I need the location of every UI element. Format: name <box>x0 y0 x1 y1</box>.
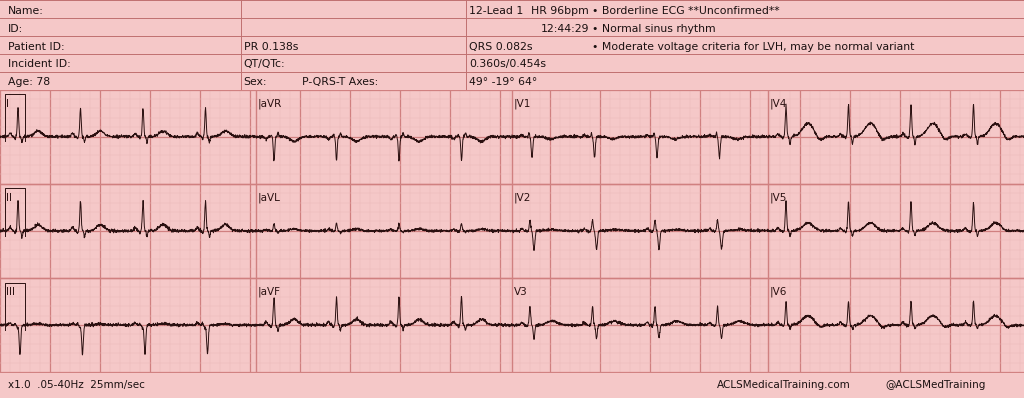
Text: • Borderline ECG **Unconfirmed**: • Borderline ECG **Unconfirmed** <box>592 6 779 16</box>
Text: ID:: ID: <box>8 23 24 34</box>
Text: Name:: Name: <box>8 6 44 16</box>
Text: 12-Lead 1: 12-Lead 1 <box>469 6 523 16</box>
Text: |aVL: |aVL <box>258 193 281 203</box>
Text: |V5: |V5 <box>770 193 787 203</box>
Text: |V6: |V6 <box>770 287 787 297</box>
Text: 12:44:29: 12:44:29 <box>541 23 589 34</box>
Text: Incident ID:: Incident ID: <box>8 59 71 70</box>
Text: • Normal sinus rhythm: • Normal sinus rhythm <box>592 23 716 34</box>
Text: |V4: |V4 <box>770 98 787 109</box>
Text: Sex:: Sex: <box>244 77 267 88</box>
Text: P-QRS-T Axes:: P-QRS-T Axes: <box>302 77 378 88</box>
Text: I: I <box>6 98 9 109</box>
Text: PR 0.138s: PR 0.138s <box>244 41 298 52</box>
Text: Patient ID:: Patient ID: <box>8 41 65 52</box>
Text: III: III <box>6 287 15 297</box>
Text: HR 96bpm: HR 96bpm <box>531 6 589 16</box>
Text: Age: 78: Age: 78 <box>8 77 50 88</box>
Text: |aVR: |aVR <box>258 98 283 109</box>
Text: |aVF: |aVF <box>258 287 281 297</box>
Text: QT/QTc:: QT/QTc: <box>244 59 286 70</box>
Text: • Moderate voltage criteria for LVH, may be normal variant: • Moderate voltage criteria for LVH, may… <box>592 41 914 52</box>
Text: II: II <box>6 193 12 203</box>
Text: 0.360s/0.454s: 0.360s/0.454s <box>469 59 546 70</box>
Text: 49° -19° 64°: 49° -19° 64° <box>469 77 538 88</box>
Text: ACLSMedicalTraining.com: ACLSMedicalTraining.com <box>717 380 851 390</box>
Text: V3: V3 <box>514 287 527 297</box>
Text: @ACLSMedTraining: @ACLSMedTraining <box>886 380 986 390</box>
Text: |V1: |V1 <box>514 98 531 109</box>
Text: |V2: |V2 <box>514 193 531 203</box>
Text: x1.0  .05-40Hz  25mm/sec: x1.0 .05-40Hz 25mm/sec <box>8 380 145 390</box>
Text: QRS 0.082s: QRS 0.082s <box>469 41 532 52</box>
